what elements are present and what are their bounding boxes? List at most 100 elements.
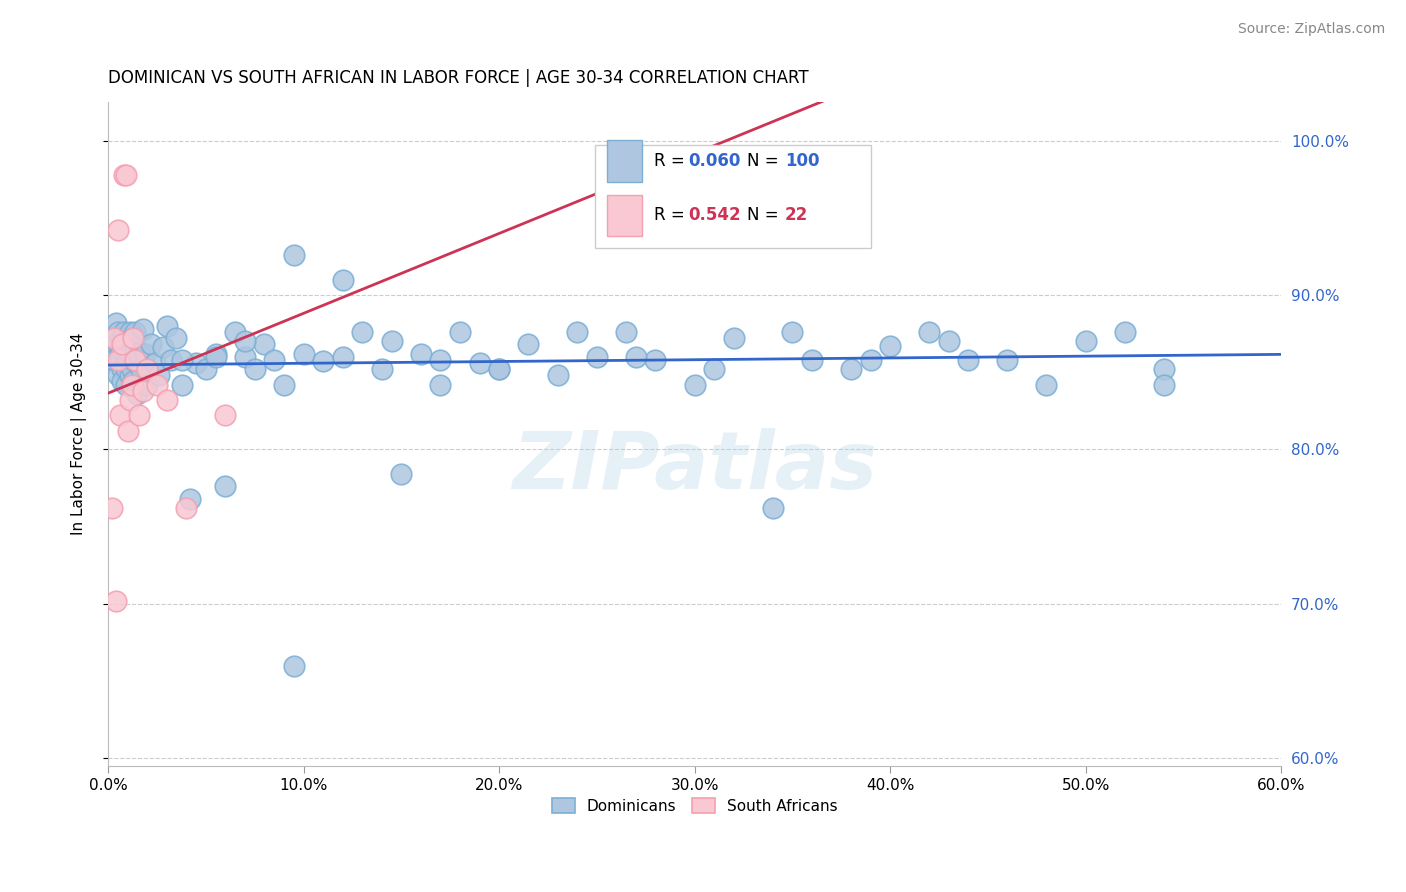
- Point: [371, 362, 394, 376]
- Point: [488, 362, 510, 376]
- Point: [118, 346, 141, 360]
- Point: [174, 501, 197, 516]
- Point: [172, 377, 194, 392]
- Point: [121, 331, 143, 345]
- Text: N =: N =: [748, 152, 779, 170]
- Point: [114, 352, 136, 367]
- Text: R =: R =: [654, 152, 685, 170]
- Point: [128, 346, 150, 360]
- Point: [273, 377, 295, 392]
- Point: [879, 339, 901, 353]
- Point: [114, 377, 136, 392]
- Point: [146, 377, 169, 392]
- Point: [1114, 325, 1136, 339]
- Point: [283, 658, 305, 673]
- Point: [1074, 334, 1097, 349]
- Point: [128, 409, 150, 423]
- Point: [782, 168, 804, 182]
- Point: [283, 248, 305, 262]
- Point: [352, 325, 374, 339]
- Point: [111, 331, 134, 345]
- Point: [108, 346, 131, 360]
- Point: [124, 341, 146, 355]
- Point: [243, 362, 266, 376]
- Point: [172, 352, 194, 367]
- Point: [957, 352, 980, 367]
- Point: [224, 325, 246, 339]
- Point: [389, 467, 412, 481]
- Text: N =: N =: [748, 206, 779, 225]
- Point: [112, 341, 135, 355]
- Point: [723, 331, 745, 345]
- Point: [233, 334, 256, 349]
- Text: DOMINICAN VS SOUTH AFRICAN IN LABOR FORCE | AGE 30-34 CORRELATION CHART: DOMINICAN VS SOUTH AFRICAN IN LABOR FORC…: [108, 69, 808, 87]
- Point: [103, 352, 125, 367]
- Point: [139, 337, 162, 351]
- Point: [107, 352, 129, 367]
- Point: [312, 354, 335, 368]
- FancyBboxPatch shape: [595, 145, 870, 248]
- Point: [121, 362, 143, 376]
- Point: [683, 377, 706, 392]
- Point: [194, 362, 217, 376]
- Point: [104, 316, 127, 330]
- Point: [127, 352, 149, 367]
- Point: [112, 168, 135, 182]
- Point: [117, 352, 139, 367]
- Point: [132, 384, 155, 398]
- Point: [101, 501, 124, 516]
- Point: [1153, 377, 1175, 392]
- Point: [488, 362, 510, 376]
- Point: [233, 350, 256, 364]
- Point: [332, 272, 354, 286]
- Point: [136, 377, 159, 392]
- Text: 0.542: 0.542: [689, 206, 741, 225]
- Point: [204, 350, 226, 364]
- Point: [859, 352, 882, 367]
- Point: [111, 362, 134, 376]
- Point: [429, 352, 451, 367]
- Point: [114, 168, 136, 182]
- Point: [585, 350, 607, 364]
- Point: [614, 325, 637, 339]
- Point: [409, 346, 432, 360]
- Point: [134, 346, 156, 360]
- Point: [468, 356, 491, 370]
- Text: 0.060: 0.060: [689, 152, 741, 170]
- Point: [122, 352, 145, 367]
- Y-axis label: In Labor Force | Age 30-34: In Labor Force | Age 30-34: [72, 333, 87, 535]
- Point: [112, 325, 135, 339]
- Point: [124, 352, 146, 367]
- Point: [108, 356, 131, 370]
- Point: [332, 350, 354, 364]
- Point: [918, 325, 941, 339]
- Point: [112, 346, 135, 360]
- Point: [547, 368, 569, 383]
- Text: 100: 100: [785, 152, 820, 170]
- Point: [449, 325, 471, 339]
- Point: [114, 362, 136, 376]
- Point: [117, 350, 139, 364]
- Point: [122, 331, 145, 345]
- Point: [1153, 362, 1175, 376]
- Point: [380, 334, 402, 349]
- Point: [263, 352, 285, 367]
- Point: [104, 331, 127, 345]
- Point: [136, 362, 159, 376]
- Point: [1035, 377, 1057, 392]
- Point: [143, 356, 166, 370]
- Point: [117, 331, 139, 345]
- Point: [108, 409, 131, 423]
- Point: [107, 325, 129, 339]
- Point: [111, 337, 134, 351]
- Point: [118, 325, 141, 339]
- FancyBboxPatch shape: [606, 195, 641, 236]
- Point: [124, 325, 146, 339]
- Point: [644, 352, 666, 367]
- Point: [762, 501, 785, 516]
- Point: [104, 593, 127, 607]
- Point: [111, 375, 134, 389]
- Point: [127, 386, 149, 401]
- Point: [107, 337, 129, 351]
- Point: [152, 341, 174, 355]
